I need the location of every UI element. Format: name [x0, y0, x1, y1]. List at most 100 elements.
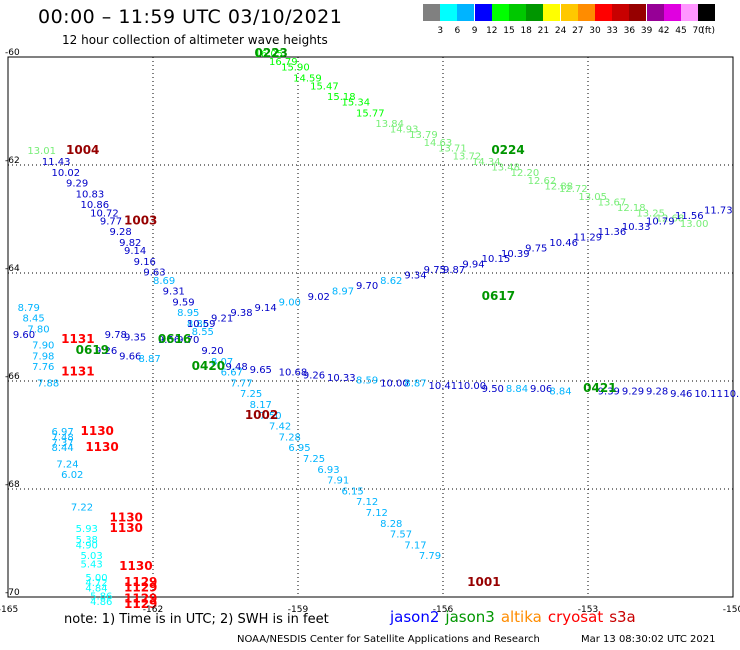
legend-swatch — [440, 4, 458, 21]
track-time-label: 1130 — [110, 521, 143, 535]
wave-height-value: 9.59 — [172, 297, 194, 308]
wave-height-value: 8.87 — [139, 354, 161, 365]
wave-height-value: 13.71 — [438, 144, 467, 155]
wave-height-value: 5.38 — [76, 535, 98, 546]
wave-height-value: 7.91 — [327, 476, 349, 487]
wave-height-value: 9.56 — [158, 335, 180, 346]
wave-height-value: 7.80 — [27, 324, 49, 335]
wave-height-value: 7.28 — [279, 432, 301, 443]
wave-height-value: 6.97 — [52, 427, 74, 438]
wave-height-value: 9.28 — [646, 387, 668, 398]
generated-timestamp: Mar 13 08:30:02 UTC 2021 — [581, 634, 716, 645]
legend-label: 45 — [675, 26, 687, 36]
wave-height-value: 9.94 — [462, 260, 484, 271]
legend-swatch — [595, 4, 612, 21]
wave-height-value: 10.59 — [187, 319, 216, 330]
wave-height-value: 10.33 — [327, 373, 356, 384]
wave-height-value: 15.34 — [342, 98, 371, 109]
wave-height-value: 5.43 — [81, 559, 103, 570]
wave-height-value: 12.68 — [656, 214, 685, 225]
legend-swatch — [698, 4, 716, 21]
wave-height-value: 7.76 — [32, 362, 54, 373]
wave-height-value: 9.31 — [163, 287, 185, 298]
wave-height-value: 7.88 — [37, 378, 59, 389]
wave-height-value: 6.67 — [221, 368, 243, 379]
wave-height-value: 9.87 — [443, 265, 465, 276]
lon-tick-label: -159 — [288, 605, 309, 615]
lon-tick-label: -165 — [0, 605, 18, 615]
track-time-label: 0420 — [192, 359, 225, 373]
wave-height-value: 11.29 — [574, 233, 603, 244]
wave-height-value: 9.28 — [110, 227, 132, 238]
wave-height-value: 7.77 — [230, 378, 252, 389]
credit-line: NOAA/NESDIS Center for Satellite Applica… — [237, 634, 540, 645]
track-time-label: 1001 — [467, 575, 500, 589]
wave-height-value: 9.21 — [211, 314, 233, 325]
wave-height-value: 7.90 — [32, 341, 54, 352]
track-time-label: 1130 — [110, 510, 143, 524]
map-frame — [7, 56, 734, 598]
wave-height-value: 7.25 — [303, 454, 325, 465]
track-time-label: 1004 — [66, 143, 99, 157]
wave-height-value: 15.77 — [356, 108, 385, 119]
wave-height-value: 7.17 — [404, 540, 426, 551]
track-time-label: 1129 — [124, 591, 157, 605]
legend-swatch — [474, 4, 492, 21]
track-time-label: 0619 — [76, 343, 109, 357]
track-time-label: 1131 — [61, 332, 94, 346]
wave-height-value: 8.84 — [506, 384, 528, 395]
legend-swatch — [646, 4, 664, 21]
wave-height-value: 13.84 — [375, 119, 404, 130]
wave-height-value: 10.11 — [694, 389, 723, 400]
wave-height-value: 9.50 — [482, 384, 504, 395]
wave-height-value: 10.15 — [482, 254, 511, 265]
satellite-jason3: jason3 — [445, 608, 495, 626]
wave-height-value: 8.28 — [380, 519, 402, 530]
wave-height-value: 13.79 — [409, 130, 438, 141]
legend-swatch — [560, 4, 578, 21]
satellite-cryosat: cryosat — [547, 608, 604, 626]
track-time-label: 1129 — [124, 597, 157, 611]
wave-height-value: 12.88 — [545, 181, 574, 192]
legend-label: 3 — [437, 26, 444, 36]
wave-height-value: 9.20 — [201, 346, 223, 357]
wave-height-value: 8.17 — [250, 400, 272, 411]
wave-height-value: 9.48 — [226, 362, 248, 373]
wave-height-value: 9.39 — [598, 387, 620, 398]
wave-height-value: 10.72 — [90, 208, 119, 219]
legend-label: 27 — [572, 26, 584, 36]
wave-height-value: 9.02 — [308, 292, 330, 303]
lon-tick-label: -150 — [723, 605, 740, 615]
track-time-label: 0421 — [583, 381, 616, 395]
wave-height-value: 7.98 — [32, 351, 54, 362]
wave-height-value: 8.44 — [52, 443, 74, 454]
wave-height-value: 4.86 — [90, 597, 112, 608]
track-time-label: 1130 — [81, 424, 114, 438]
track-time-label: 1003 — [124, 213, 157, 227]
wave-height-value: 8.62 — [380, 276, 402, 287]
lon-tick-label: -162 — [143, 605, 163, 615]
footnote: note: 1) Time is in UTC; 2) SWH is in fe… — [64, 612, 329, 627]
wave-height-value: 9.14 — [124, 246, 146, 257]
wave-height-value: 6.93 — [317, 465, 339, 476]
wave-height-value: 11.73 — [704, 206, 733, 217]
wave-height-value: 13.25 — [636, 208, 665, 219]
wave-height-value: 8.86 — [187, 319, 209, 330]
wave-height-value: 9.34 — [404, 270, 426, 281]
legend-label: 12 — [486, 26, 498, 36]
wave-height-value: 5.03 — [81, 551, 103, 562]
wave-height-value: 8.97 — [332, 287, 354, 298]
lat-tick-label: -62 — [5, 156, 20, 166]
wave-height-value: 14.63 — [424, 138, 453, 149]
legend-label: 9 — [471, 26, 478, 36]
wave-height-value: 11.43 — [42, 157, 71, 168]
lat-tick-label: -66 — [5, 372, 20, 382]
wave-height-value: 11.56 — [675, 211, 704, 222]
wave-height-value: 7.79 — [419, 551, 441, 562]
wave-height-value: 12.72 — [559, 184, 588, 195]
legend-label: 39 — [640, 26, 653, 36]
legend-swatch — [423, 4, 440, 21]
wave-height-value: 9.65 — [250, 365, 272, 376]
wave-height-value: 9.06 — [530, 384, 552, 395]
